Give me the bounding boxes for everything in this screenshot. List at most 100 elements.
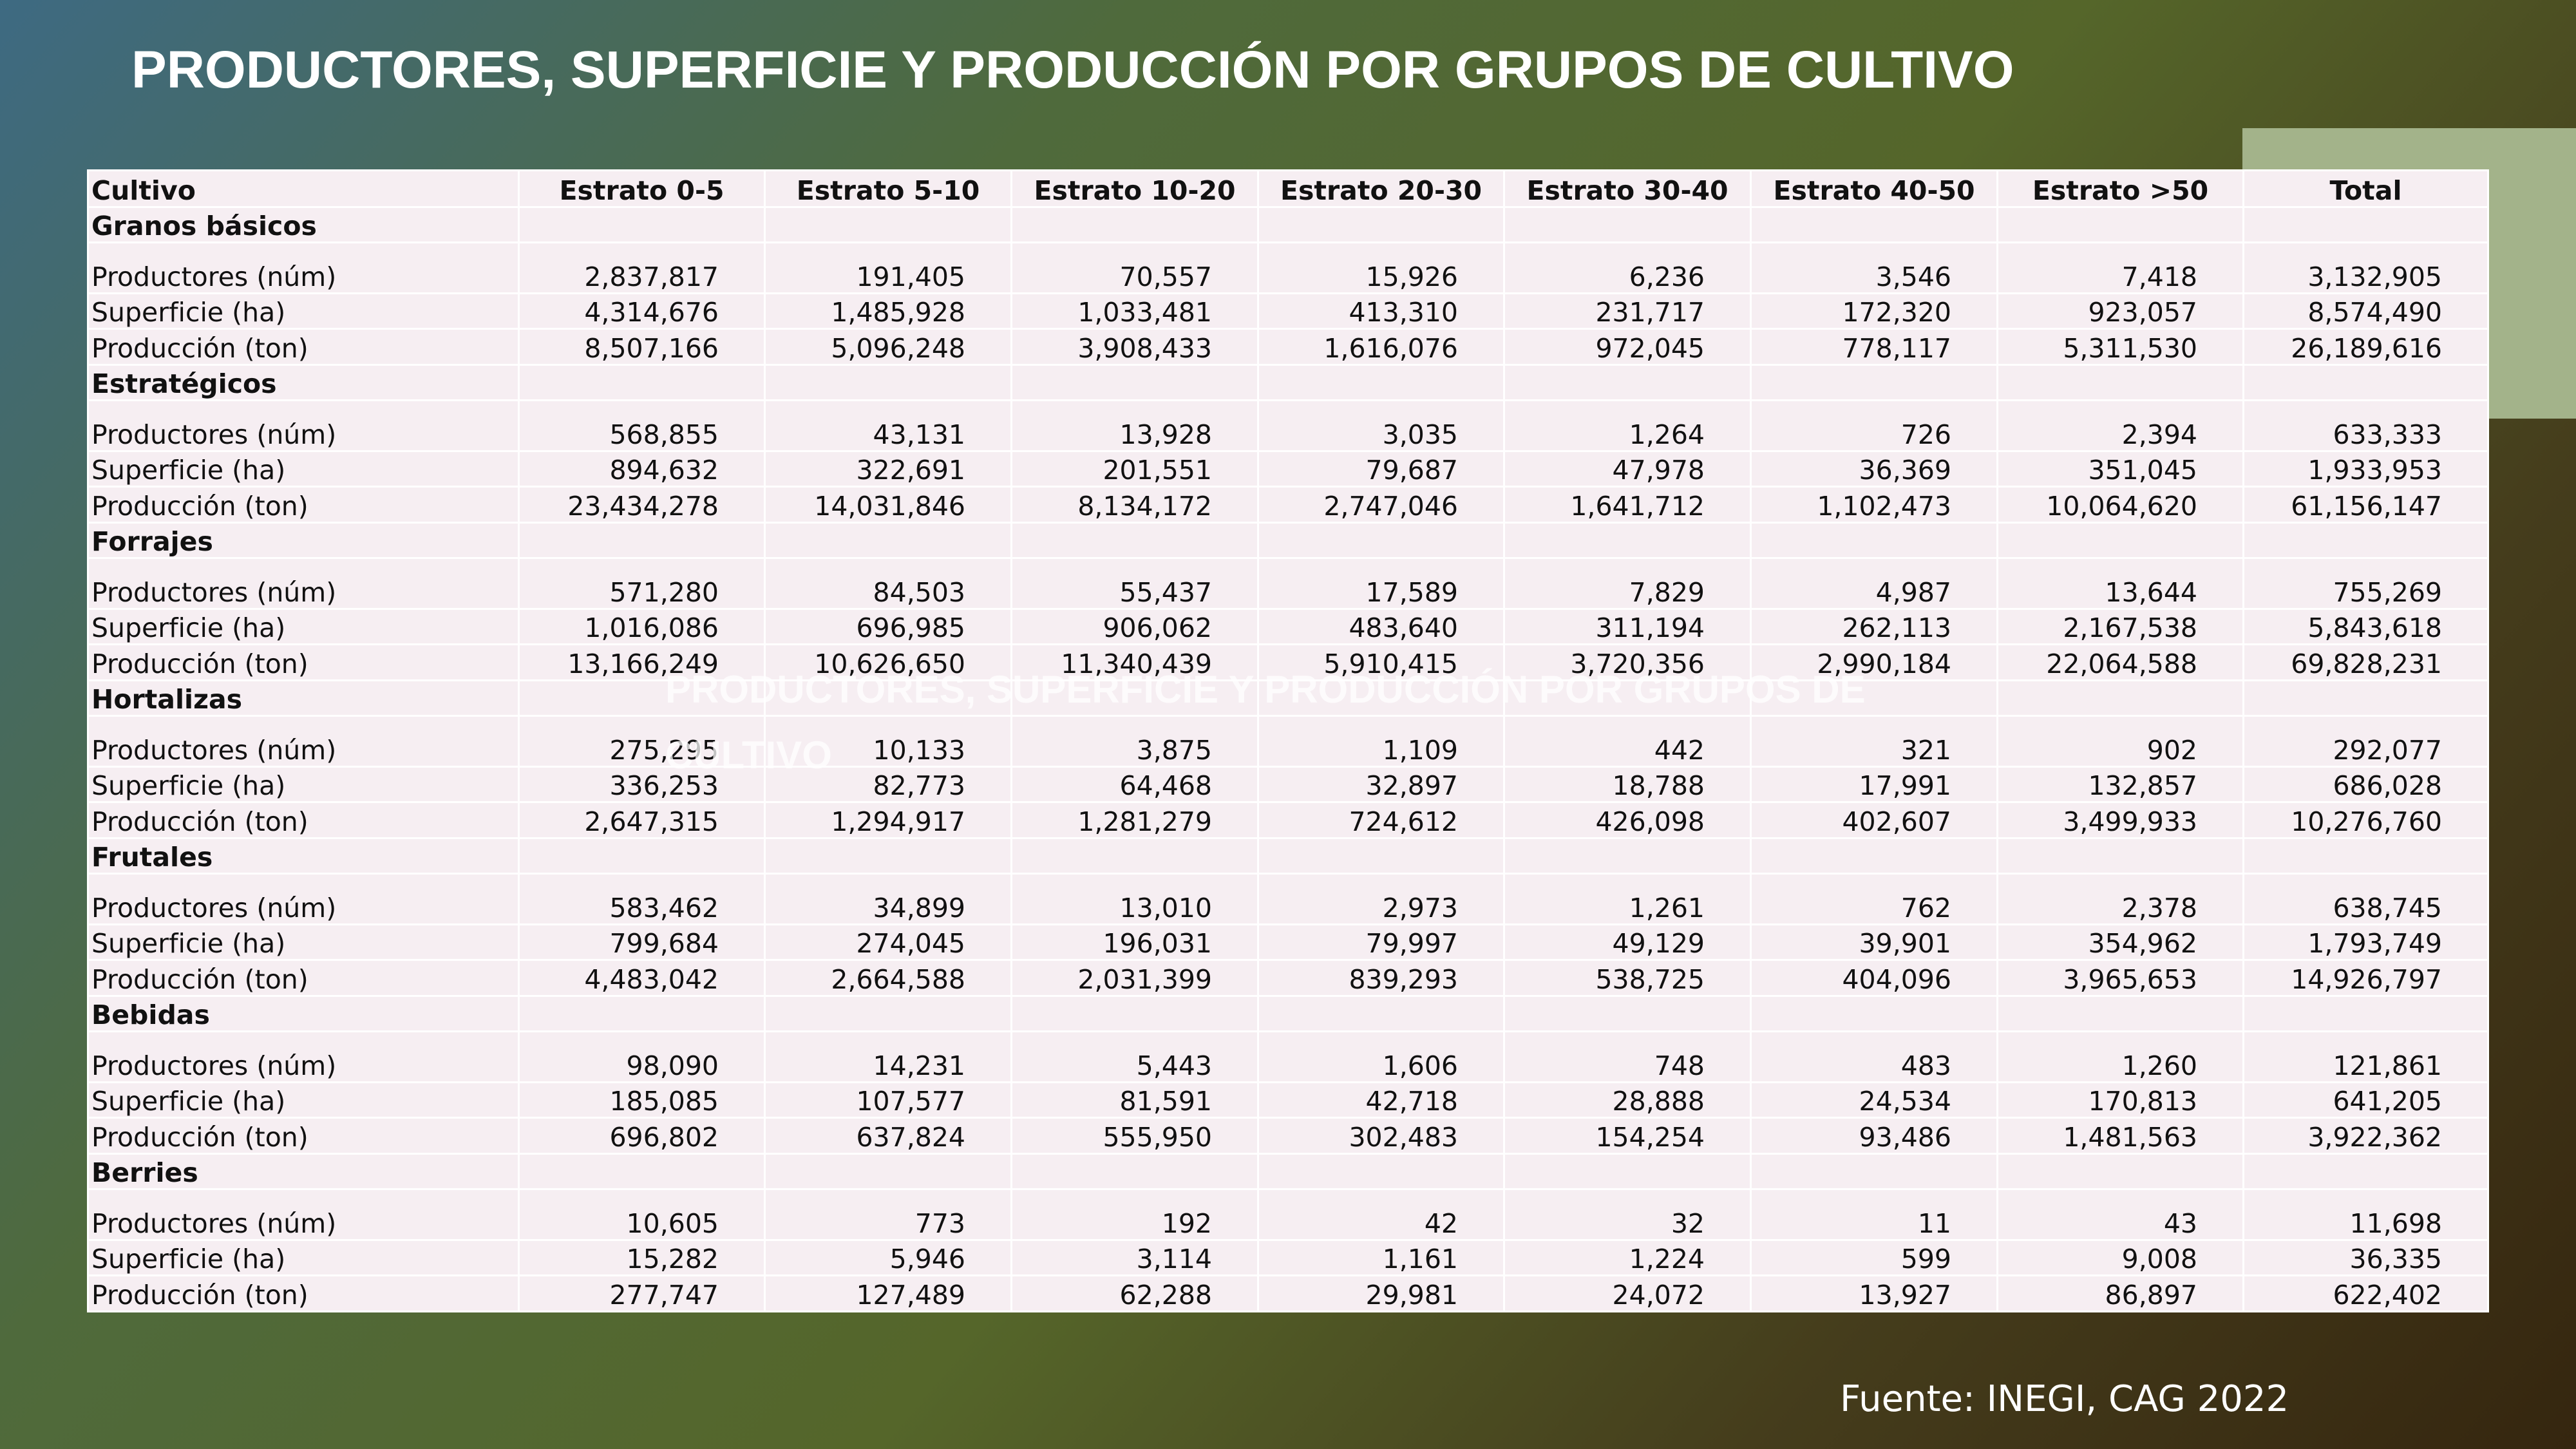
value-cell: 8,507,166 bbox=[518, 328, 766, 366]
value-cell: 696,802 bbox=[518, 1117, 766, 1155]
column-header: Estrato 5-10 bbox=[764, 169, 1012, 208]
value-cell: 23,434,278 bbox=[518, 486, 766, 524]
empty-cell bbox=[1257, 837, 1505, 875]
value-cell: 568,855 bbox=[518, 399, 766, 452]
header-row: Cultivo Estrato 0-5 Estrato 5-10 Estrato 10… bbox=[87, 169, 2489, 208]
value-cell: 5,946 bbox=[764, 1239, 1012, 1276]
value-cell: 3,035 bbox=[1257, 399, 1505, 452]
value-cell: 14,031,846 bbox=[764, 486, 1012, 524]
empty-cell bbox=[1996, 995, 2244, 1032]
empty-cell bbox=[1010, 522, 1259, 559]
value-cell: 633,333 bbox=[2242, 399, 2489, 452]
group-name: Frutales bbox=[87, 837, 520, 875]
value-cell: 6,236 bbox=[1503, 242, 1752, 294]
group-name: Hortalizas bbox=[87, 679, 520, 717]
value-cell: 107,577 bbox=[764, 1081, 1012, 1119]
empty-cell bbox=[1257, 679, 1505, 717]
empty-cell bbox=[1996, 522, 2244, 559]
value-cell: 538,725 bbox=[1503, 959, 1752, 997]
empty-cell bbox=[1257, 522, 1505, 559]
empty-cell bbox=[1503, 1153, 1752, 1190]
value-cell: 98,090 bbox=[518, 1030, 766, 1083]
value-cell: 11,698 bbox=[2242, 1188, 2489, 1241]
value-cell: 778,117 bbox=[1750, 328, 1998, 366]
empty-cell bbox=[1010, 995, 1259, 1032]
data-row: Superficie (ha) 799,684 274,045 196,031 79,9… bbox=[87, 923, 2489, 961]
row-label: Producción (ton) bbox=[87, 801, 520, 839]
row-label: Superficie (ha) bbox=[87, 1239, 520, 1276]
data-row: Producción (ton) 696,802 637,824 555,950 302… bbox=[87, 1117, 2489, 1155]
value-cell: 5,096,248 bbox=[764, 328, 1012, 366]
value-cell: 86,897 bbox=[1996, 1274, 2244, 1312]
value-cell: 81,591 bbox=[1010, 1081, 1259, 1119]
value-cell: 11,340,439 bbox=[1010, 643, 1259, 681]
empty-cell bbox=[1010, 206, 1259, 243]
value-cell: 191,405 bbox=[764, 242, 1012, 294]
empty-cell bbox=[1996, 1153, 2244, 1190]
value-cell: 972,045 bbox=[1503, 328, 1752, 366]
column-header: Estrato >50 bbox=[1996, 169, 2244, 208]
value-cell: 404,096 bbox=[1750, 959, 1998, 997]
column-header: Estrato 10-20 bbox=[1010, 169, 1259, 208]
data-row: Producción (ton) 23,434,278 14,031,846 8,13… bbox=[87, 486, 2489, 524]
empty-cell bbox=[2242, 364, 2489, 401]
value-cell: 302,483 bbox=[1257, 1117, 1505, 1155]
value-cell: 13,010 bbox=[1010, 873, 1259, 925]
row-label: Producción (ton) bbox=[87, 1117, 520, 1155]
data-row: Productores (núm) 583,462 34,899 13,010 2,97… bbox=[87, 873, 2489, 925]
column-header: Estrato 0-5 bbox=[518, 169, 766, 208]
value-cell: 2,837,817 bbox=[518, 242, 766, 294]
value-cell: 196,031 bbox=[1010, 923, 1259, 961]
value-cell: 1,793,749 bbox=[2242, 923, 2489, 961]
empty-cell bbox=[1996, 364, 2244, 401]
value-cell: 36,369 bbox=[1750, 450, 1998, 488]
value-cell: 1,616,076 bbox=[1257, 328, 1505, 366]
value-cell: 637,824 bbox=[764, 1117, 1012, 1155]
value-cell: 121,861 bbox=[2242, 1030, 2489, 1083]
value-cell: 3,114 bbox=[1010, 1239, 1259, 1276]
value-cell: 3,875 bbox=[1010, 715, 1259, 768]
value-cell: 13,928 bbox=[1010, 399, 1259, 452]
value-cell: 3,922,362 bbox=[2242, 1117, 2489, 1155]
value-cell: 82,773 bbox=[764, 766, 1012, 803]
value-cell: 2,664,588 bbox=[764, 959, 1012, 997]
value-cell: 84,503 bbox=[764, 557, 1012, 610]
data-row: Producción (ton) 277,747 127,489 62,288 29,9… bbox=[87, 1274, 2489, 1312]
value-cell: 4,987 bbox=[1750, 557, 1998, 610]
data-row: Productores (núm) 571,280 84,503 55,437 17,5… bbox=[87, 557, 2489, 610]
data-row: Productores (núm) 2,837,817 191,405 70,557 1… bbox=[87, 242, 2489, 294]
value-cell: 8,574,490 bbox=[2242, 292, 2489, 330]
empty-cell bbox=[1503, 837, 1752, 875]
value-cell: 18,788 bbox=[1503, 766, 1752, 803]
row-label: Productores (núm) bbox=[87, 1188, 520, 1241]
value-cell: 3,132,905 bbox=[2242, 242, 2489, 294]
value-cell: 274,045 bbox=[764, 923, 1012, 961]
empty-cell bbox=[518, 1153, 766, 1190]
empty-cell bbox=[1750, 1153, 1998, 1190]
value-cell: 10,064,620 bbox=[1996, 486, 2244, 524]
empty-cell bbox=[518, 206, 766, 243]
value-cell: 13,644 bbox=[1996, 557, 2244, 610]
empty-cell bbox=[1010, 837, 1259, 875]
value-cell: 773 bbox=[764, 1188, 1012, 1241]
empty-cell bbox=[1503, 206, 1752, 243]
empty-cell bbox=[1750, 206, 1998, 243]
value-cell: 11 bbox=[1750, 1188, 1998, 1241]
row-label: Superficie (ha) bbox=[87, 766, 520, 803]
value-cell: 79,997 bbox=[1257, 923, 1505, 961]
value-cell: 1,294,917 bbox=[764, 801, 1012, 839]
row-label: Productores (núm) bbox=[87, 399, 520, 452]
value-cell: 2,990,184 bbox=[1750, 643, 1998, 681]
value-cell: 17,991 bbox=[1750, 766, 1998, 803]
value-cell: 1,481,563 bbox=[1996, 1117, 2244, 1155]
value-cell: 8,134,172 bbox=[1010, 486, 1259, 524]
value-cell: 32,897 bbox=[1257, 766, 1505, 803]
value-cell: 3,499,933 bbox=[1996, 801, 2244, 839]
value-cell: 442 bbox=[1503, 715, 1752, 768]
value-cell: 1,224 bbox=[1503, 1239, 1752, 1276]
row-label: Superficie (ha) bbox=[87, 292, 520, 330]
empty-cell bbox=[1503, 995, 1752, 1032]
value-cell: 185,085 bbox=[518, 1081, 766, 1119]
value-cell: 583,462 bbox=[518, 873, 766, 925]
value-cell: 638,745 bbox=[2242, 873, 2489, 925]
